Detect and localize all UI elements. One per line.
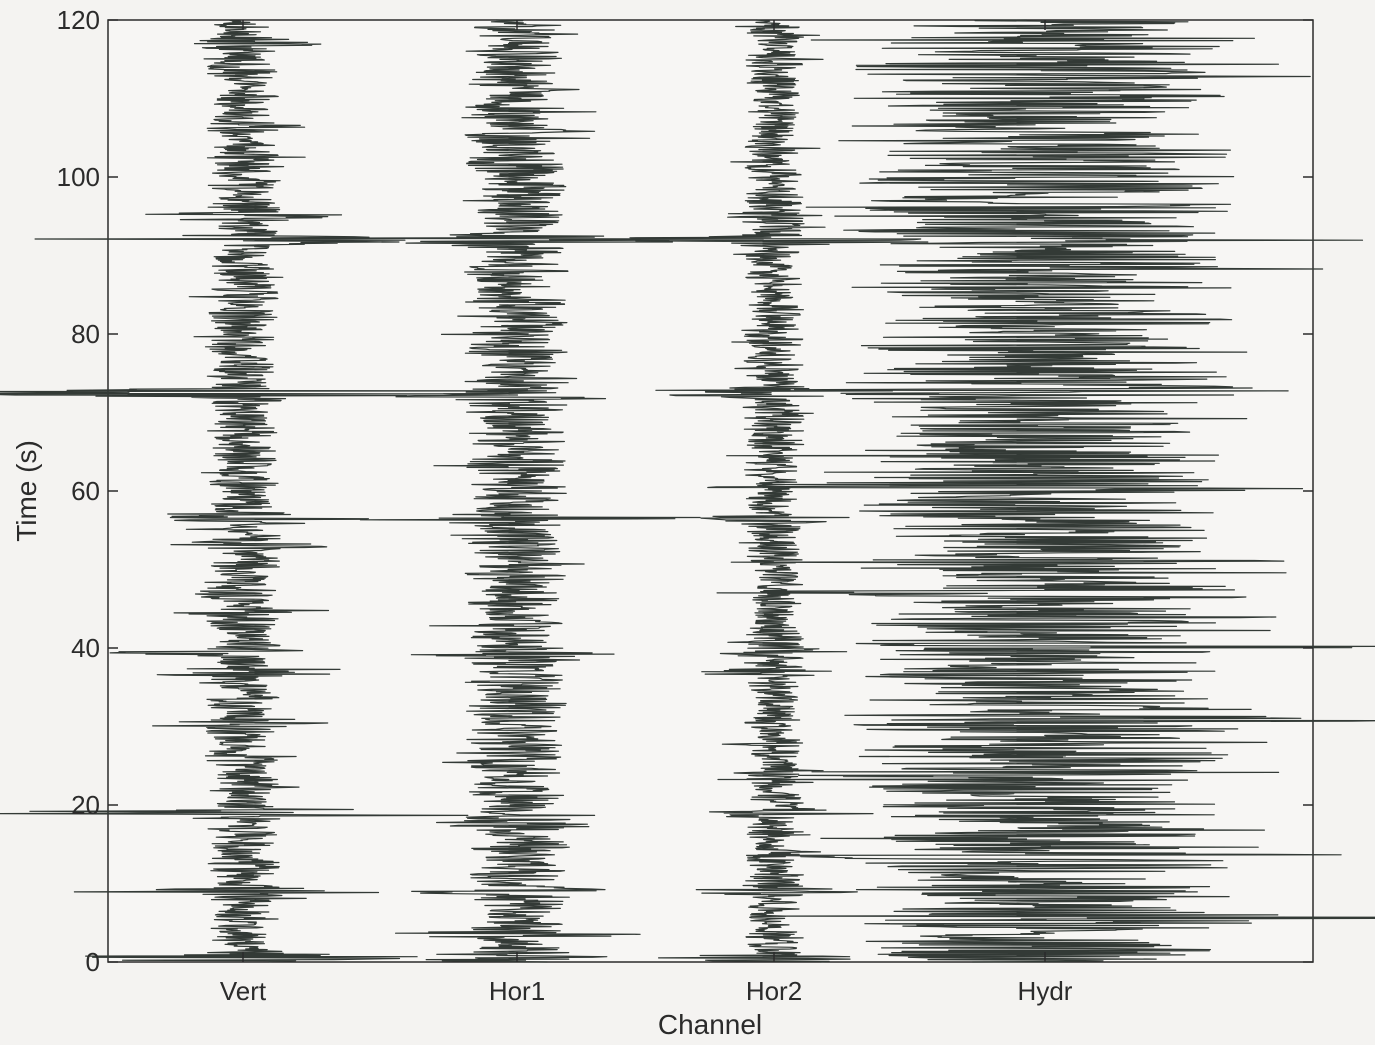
x-tick-label-vert: Vert [220,976,267,1006]
x-tick-label-hydr: Hydr [1018,976,1073,1006]
x-tick-label-hor1: Hor1 [489,976,545,1006]
trace-hor2 [629,19,929,963]
y-axis-label: Time (s) [11,440,42,542]
x-axis-label: Channel [658,1009,762,1040]
trace-vert [0,19,498,963]
trace-hor1 [270,19,764,963]
y-tick-label: 20 [71,790,100,820]
x-ticks-group: Vert Hor1 Hor2 Hydr [220,20,1073,1006]
y-tick-label: 60 [71,476,100,506]
y-tick-label: 40 [71,633,100,663]
y-tick-label: 120 [57,5,100,35]
x-tick-label-hor2: Hor2 [746,976,802,1006]
y-tick-label: 0 [86,947,100,977]
y-tick-label: 100 [57,162,100,192]
traces-group [0,19,1375,963]
trace-hydr [707,19,1375,963]
y-ticks-group: 0 20 40 60 80 100 120 [57,5,1313,977]
y-tick-label: 80 [71,319,100,349]
